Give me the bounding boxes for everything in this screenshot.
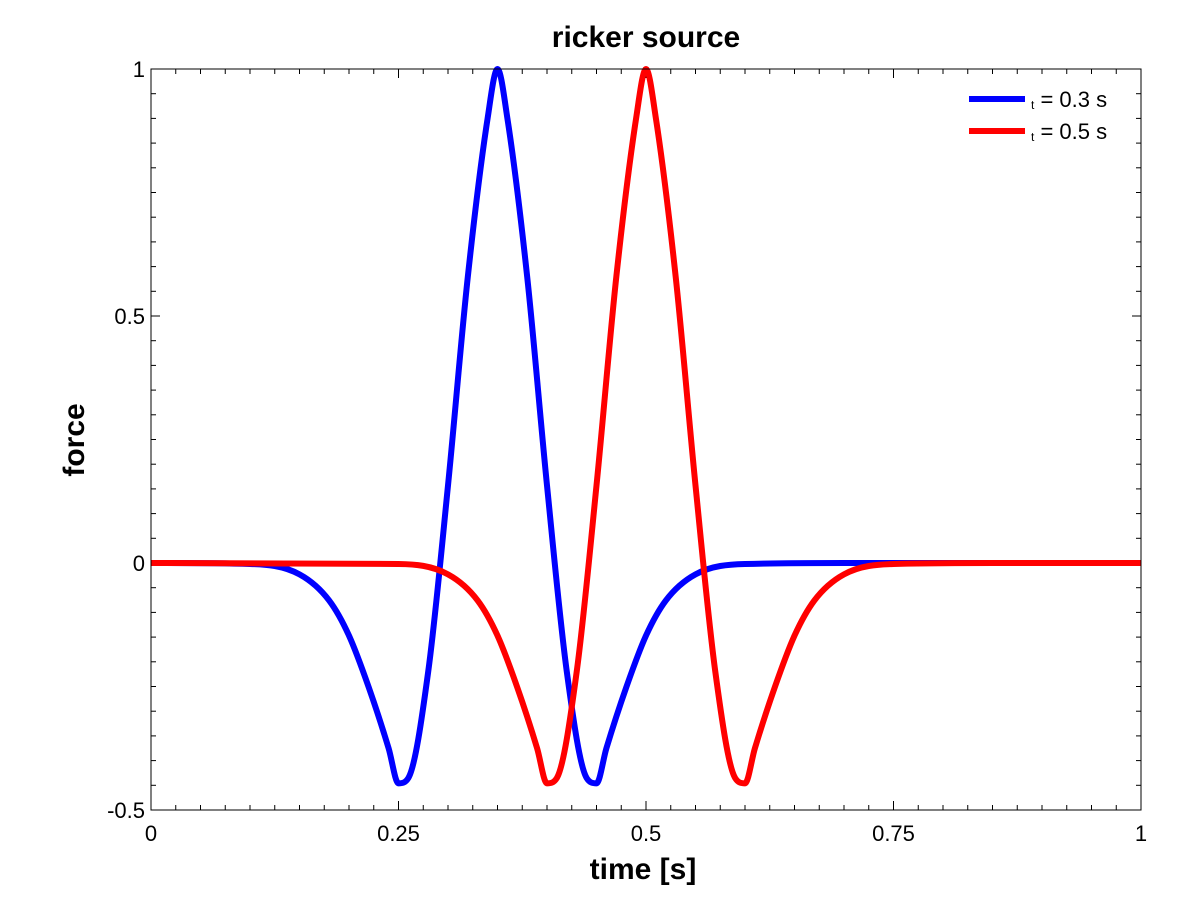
legend-label-symbol: t — [1031, 98, 1035, 112]
plot-frame — [150, 68, 1142, 811]
legend: t = 0.3 st = 0.5 s — [969, 87, 1107, 144]
y-tick-label: -0.5 — [107, 798, 145, 823]
x-tick-label: 0.25 — [377, 821, 420, 846]
y-tick-label: 1 — [133, 57, 145, 82]
legend-label-value: = 0.3 s — [1034, 87, 1107, 112]
x-tick-label: 1 — [1135, 821, 1147, 846]
legend-label-1: t = 0.3 s — [1031, 87, 1107, 112]
series-line-1 — [150, 66, 1141, 787]
chart-title: ricker source — [552, 21, 740, 54]
x-axis-label: time [s] — [590, 853, 697, 886]
legend-label-value: = 0.5 s — [1034, 119, 1107, 144]
y-tick-label: 0.5 — [114, 304, 145, 329]
y-tick-label: 0 — [133, 551, 145, 576]
series-line-2 — [150, 66, 1141, 787]
x-tick-label: 0.75 — [872, 821, 915, 846]
legend-label-symbol: t — [1031, 130, 1035, 144]
x-tick-label: 0.5 — [631, 821, 662, 846]
plot-series — [150, 66, 1141, 787]
x-tick-label: 0 — [145, 821, 157, 846]
y-axis-label: force — [58, 403, 91, 476]
legend-label-2: t = 0.5 s — [1031, 119, 1107, 144]
tick-labels: 0 0.25 0.5 0.75 1-0.500.51 — [107, 57, 1147, 846]
